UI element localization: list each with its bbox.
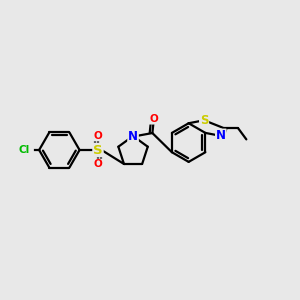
Text: O: O bbox=[94, 131, 102, 141]
Text: O: O bbox=[149, 114, 158, 124]
Text: Cl: Cl bbox=[19, 145, 30, 155]
Text: N: N bbox=[216, 129, 226, 142]
Text: O: O bbox=[94, 159, 102, 169]
Text: S: S bbox=[200, 114, 208, 127]
Text: N: N bbox=[128, 130, 138, 142]
Text: S: S bbox=[93, 143, 103, 157]
